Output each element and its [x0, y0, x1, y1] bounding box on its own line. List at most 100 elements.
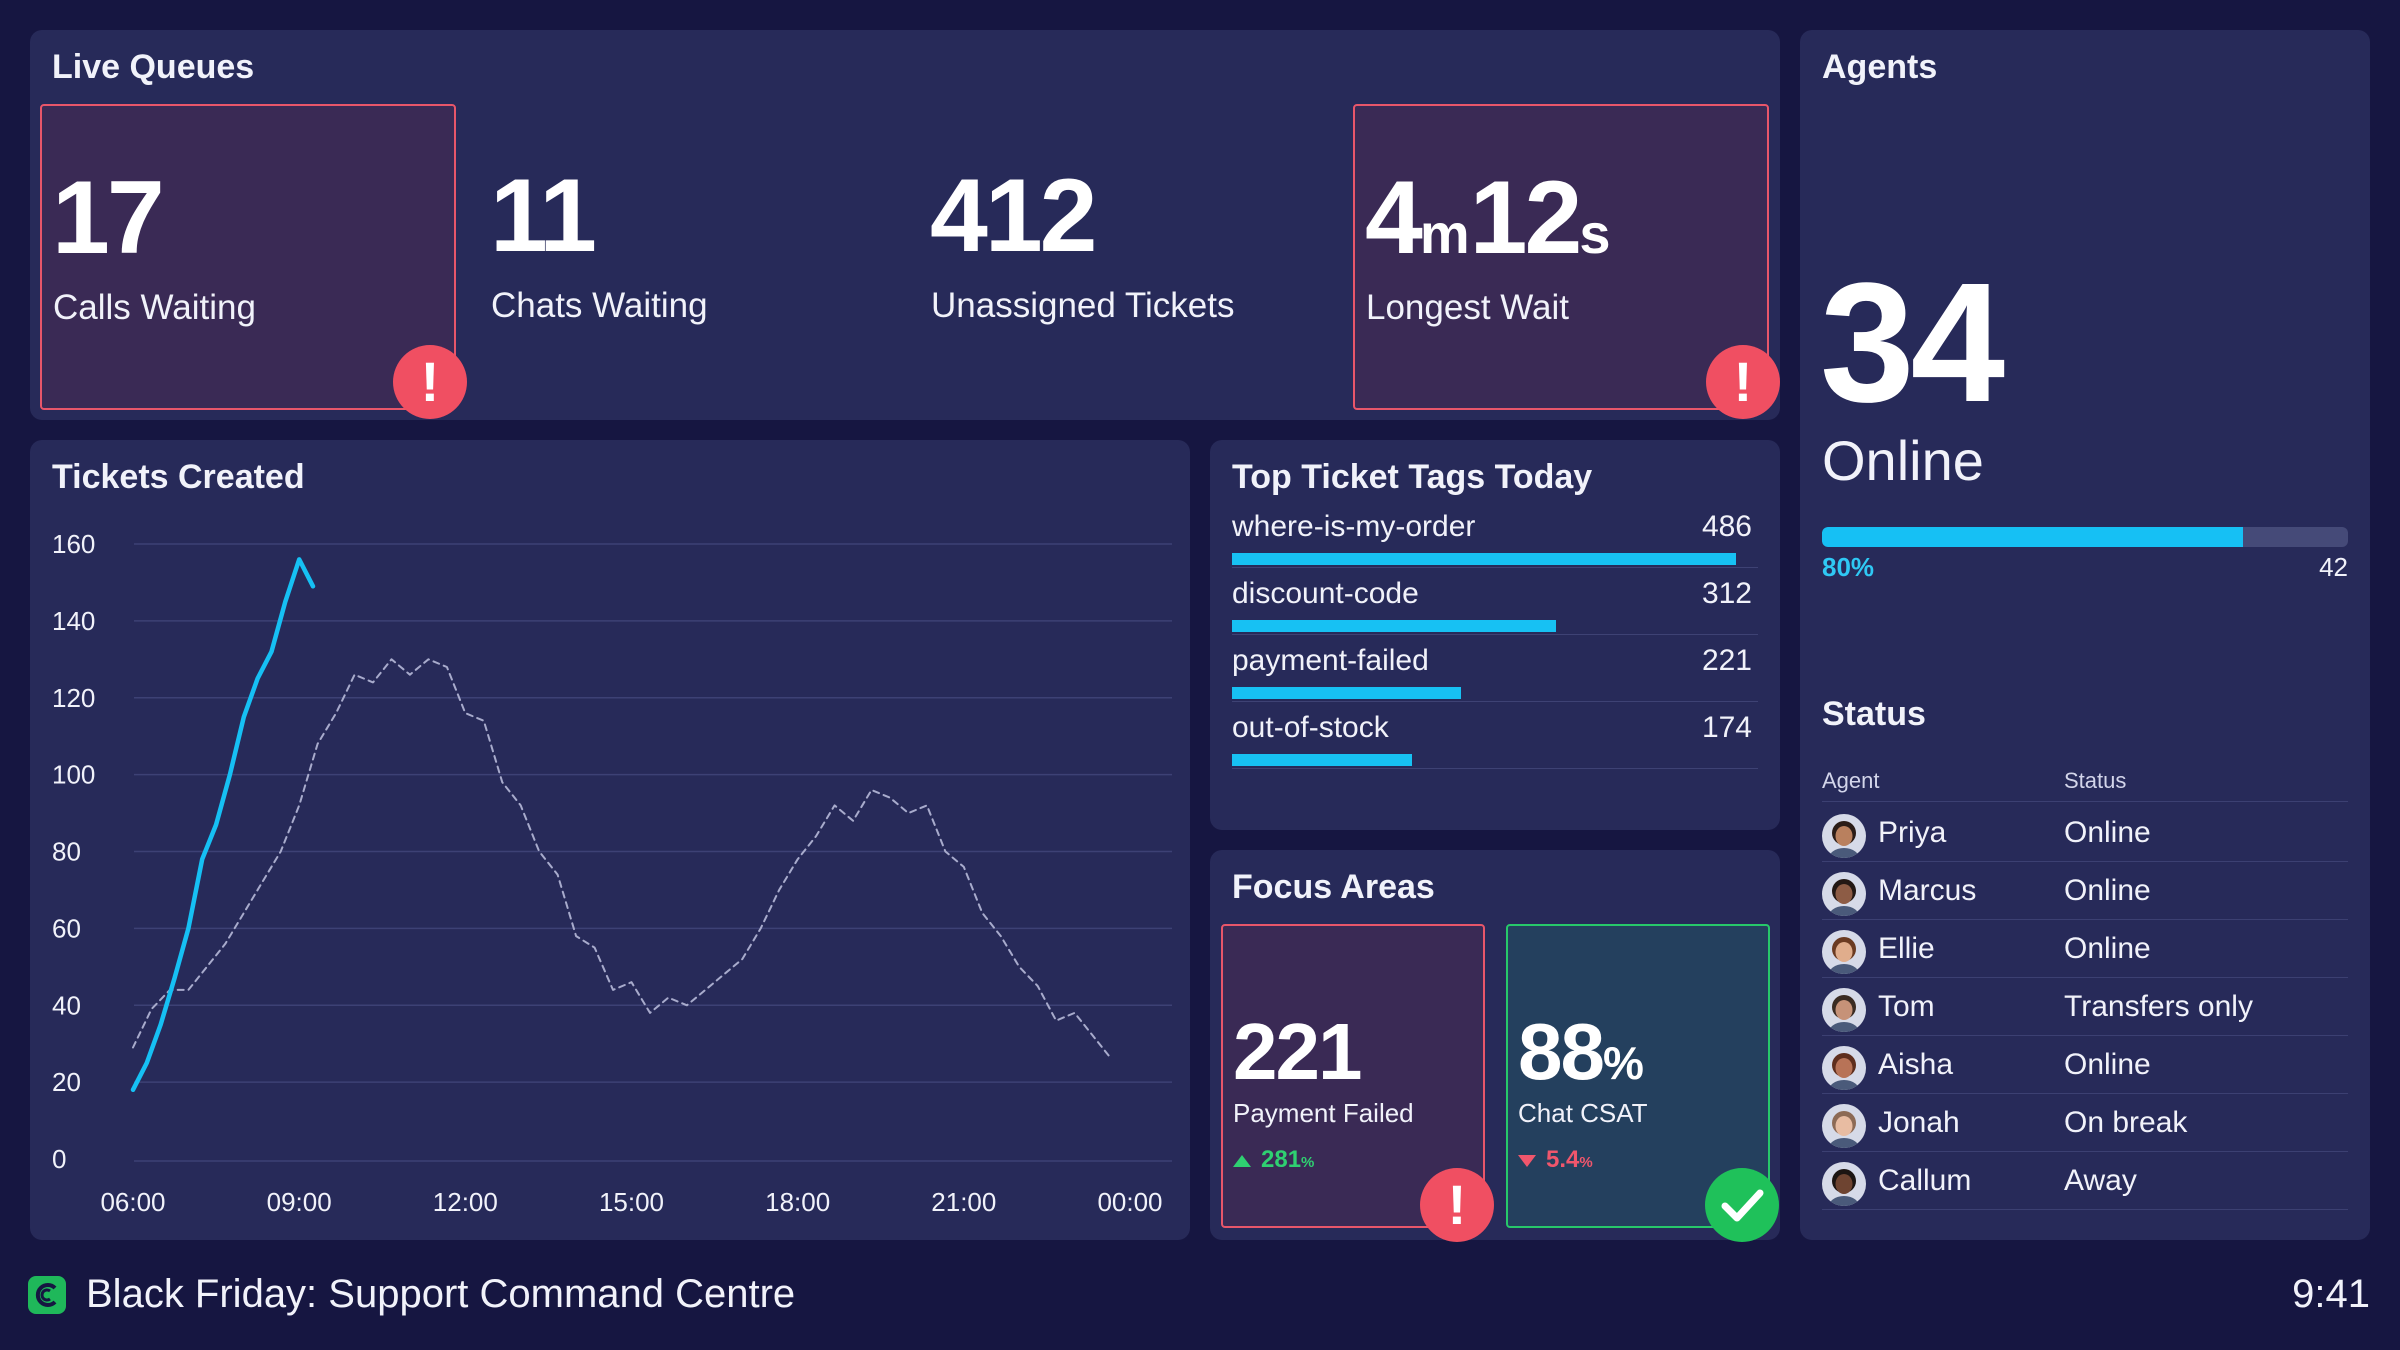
- longest-wait-label: Longest Wait: [1366, 288, 1569, 327]
- status-row[interactable]: Callum Away: [1822, 1152, 2348, 1210]
- payment-failed-delta: 281%: [1233, 1146, 1314, 1174]
- agent-status: Online: [2064, 816, 2151, 849]
- tag-bar: [1232, 553, 1736, 565]
- status-row[interactable]: Marcus Online: [1822, 862, 2348, 920]
- calls-waiting-label: Calls Waiting: [53, 288, 256, 327]
- agent-name: Priya: [1878, 816, 1947, 849]
- longest-wait-card[interactable]: 4m12s Longest Wait: [1353, 104, 1769, 410]
- agent-status: On break: [2064, 1106, 2188, 1139]
- series-line-today: [130, 557, 316, 1093]
- calls-waiting-alert-icon: !: [393, 345, 467, 419]
- clock: 9:41: [2292, 1272, 2370, 1316]
- status-header-agent: Agent: [1822, 768, 1880, 793]
- tag-name: where-is-my-order: [1232, 510, 1476, 543]
- calls-waiting-value: 17: [52, 160, 165, 276]
- agent-status: Online: [2064, 1048, 2151, 1081]
- avatar: [1822, 930, 1866, 974]
- y-tick-label: 100: [52, 760, 95, 790]
- calls-waiting-card[interactable]: 17 Calls Waiting: [40, 104, 456, 410]
- top-tags-panel: Top Ticket Tags Today where-is-my-order 4…: [1210, 440, 1780, 830]
- focus-areas-panel: Focus Areas 221 Payment Failed 281% ! 88…: [1210, 850, 1780, 1242]
- tag-bar: [1232, 620, 1556, 632]
- tickets-created-title: Tickets Created: [52, 458, 305, 496]
- tag-row[interactable]: where-is-my-order 486: [1232, 500, 1758, 568]
- live-queues-panel: Live Queues 17 Calls Waiting ! 11 Chats …: [30, 30, 1780, 420]
- agents-online-progress-fill: [1822, 527, 2243, 547]
- chat-csat-check-icon: [1705, 1168, 1779, 1242]
- chat-csat-value: 88%: [1518, 1007, 1644, 1096]
- agent-name: Jonah: [1878, 1106, 1960, 1139]
- agent-status: Online: [2064, 874, 2151, 907]
- tag-bar: [1232, 754, 1412, 766]
- agent-name: Tom: [1878, 990, 1935, 1023]
- x-tick-label: 00:00: [1097, 1187, 1162, 1217]
- unassigned-tickets-value: 412: [930, 158, 1098, 274]
- status-row[interactable]: Priya Online: [1822, 804, 2348, 862]
- unassigned-tickets-label: Unassigned Tickets: [931, 286, 1235, 325]
- live-queues-title: Live Queues: [52, 48, 255, 86]
- tag-name: discount-code: [1232, 577, 1419, 610]
- agent-name: Marcus: [1878, 874, 1977, 907]
- y-tick-label: 60: [52, 913, 81, 943]
- app-logo-icon: [28, 1276, 66, 1314]
- chats-waiting-card[interactable]: 11 Chats Waiting: [480, 104, 880, 410]
- longest-wait-alert-icon: !: [1706, 345, 1780, 419]
- chats-waiting-value: 11: [490, 158, 597, 274]
- y-tick-label: 160: [52, 529, 95, 559]
- y-tick-label: 0: [52, 1144, 66, 1174]
- tag-count: 312: [1701, 577, 1752, 610]
- y-tick-label: 40: [52, 990, 81, 1020]
- agent-status: Away: [2064, 1164, 2137, 1197]
- avatar: [1822, 1046, 1866, 1090]
- unassigned-tickets-card[interactable]: 412 Unassigned Tickets: [920, 104, 1340, 410]
- chat-csat-label: Chat CSAT: [1518, 1098, 1648, 1128]
- y-tick-label: 140: [52, 606, 95, 636]
- tag-row[interactable]: discount-code 312: [1232, 567, 1758, 635]
- status-row[interactable]: Tom Transfers only: [1822, 978, 2348, 1036]
- tag-count: 221: [1701, 644, 1752, 677]
- y-tick-label: 80: [52, 837, 81, 867]
- arrow-up-icon: [1233, 1154, 1251, 1167]
- status-header-status: Status: [2064, 768, 2127, 793]
- x-tick-label: 21:00: [931, 1187, 996, 1217]
- x-tick-label: 18:00: [765, 1187, 830, 1217]
- series-line-previous: [132, 658, 1113, 1061]
- avatar: [1822, 1162, 1866, 1206]
- tag-name: out-of-stock: [1232, 711, 1389, 744]
- status-row[interactable]: Jonah On break: [1822, 1094, 2348, 1152]
- agents-online-count: 34: [1820, 248, 2005, 438]
- avatar: [1822, 1104, 1866, 1148]
- x-tick-label: 12:00: [433, 1187, 498, 1217]
- top-tags-title: Top Ticket Tags Today: [1232, 458, 1593, 496]
- status-row[interactable]: Aisha Online: [1822, 1036, 2348, 1094]
- arrow-down-icon: [1518, 1154, 1536, 1167]
- focus-areas-title: Focus Areas: [1232, 868, 1435, 906]
- tag-row[interactable]: out-of-stock 174: [1232, 701, 1758, 769]
- x-tick-label: 15:00: [599, 1187, 664, 1217]
- tickets-created-panel: Tickets Created 0 20 40 60 80 100 120 140 160 06:…: [30, 440, 1190, 1240]
- agents-total: 42: [2319, 552, 2348, 582]
- payment-failed-value: 221: [1233, 1007, 1362, 1096]
- y-tick-label: 120: [52, 683, 95, 713]
- tag-row[interactable]: payment-failed 221: [1232, 634, 1758, 702]
- agents-online-progress-bar: [1822, 527, 2348, 547]
- status-table-header: Agent Status: [1822, 762, 2348, 802]
- dashboard-title: Black Friday: Support Command Centre: [86, 1272, 796, 1316]
- status-title: Status: [1822, 695, 1926, 733]
- tickets-created-chart: 0 20 40 60 80 100 120 140 160 06:00 09:00 12:00 15:0…: [52, 529, 1172, 1217]
- payment-failed-label: Payment Failed: [1233, 1098, 1414, 1128]
- payment-failed-alert-icon: !: [1420, 1168, 1494, 1242]
- longest-wait-value: 4m12s: [1365, 160, 1611, 276]
- chats-waiting-label: Chats Waiting: [491, 286, 708, 325]
- tag-count: 174: [1701, 711, 1752, 744]
- agent-name: Ellie: [1878, 932, 1935, 965]
- agent-name: Callum: [1878, 1164, 1972, 1197]
- y-tick-label: 20: [52, 1067, 81, 1097]
- x-tick-label: 06:00: [100, 1187, 165, 1217]
- chat-csat-delta: 5.4%: [1518, 1146, 1593, 1174]
- tag-bar: [1232, 687, 1461, 699]
- avatar: [1822, 814, 1866, 858]
- agents-title: Agents: [1822, 48, 1938, 86]
- status-row[interactable]: Ellie Online: [1822, 920, 2348, 978]
- avatar: [1822, 872, 1866, 916]
